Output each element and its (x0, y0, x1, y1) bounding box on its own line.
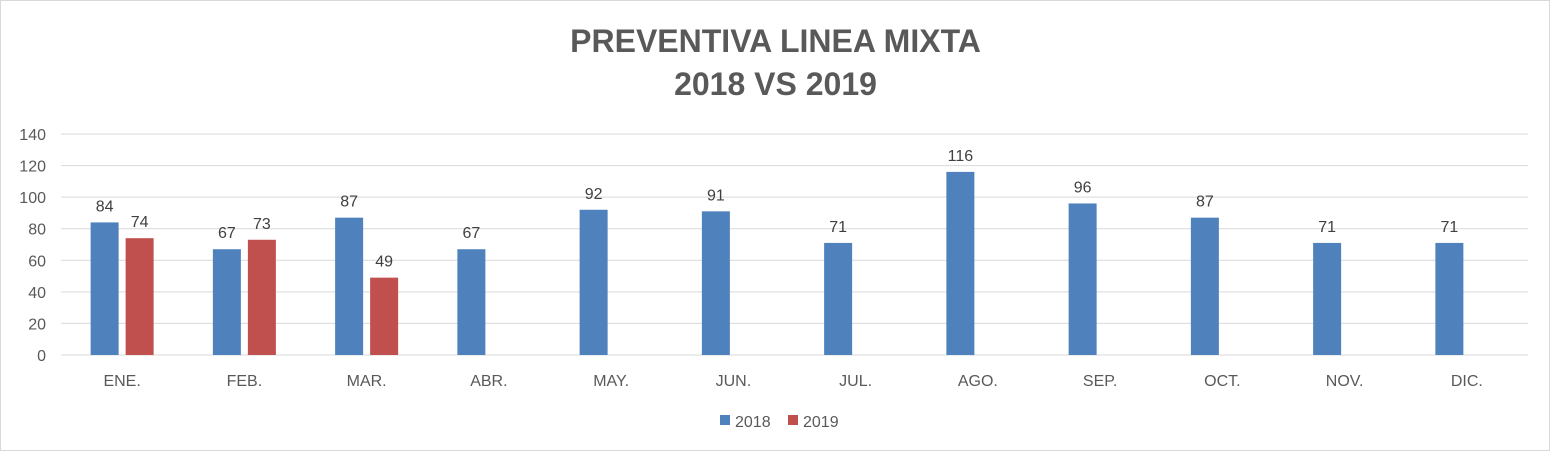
x-tick-label-3: MAR. (347, 373, 387, 390)
data-label-2018-4: 67 (462, 225, 480, 242)
y-tick-label-20: 20 (28, 316, 46, 333)
data-label-2018-8: 116 (948, 148, 974, 165)
bar-2019-3 (370, 277, 399, 355)
bar-2018-8 (946, 171, 975, 355)
bar-2019-2 (247, 239, 276, 355)
bar-2018-10 (1190, 217, 1219, 355)
data-label-2019-3: 49 (375, 254, 393, 271)
data-labels: 84 74 67 73 87 49 67 92 91 71 116 96 87 71 71 (96, 148, 1459, 271)
legend-swatch-2019 (788, 415, 798, 425)
data-label-2018-10: 87 (1196, 194, 1214, 211)
bar-2018-11 (1313, 242, 1342, 355)
x-tick-label-5: MAY. (593, 373, 629, 390)
data-label-2018-12: 71 (1440, 219, 1458, 236)
legend-swatch-2018 (720, 415, 730, 425)
data-label-2018-3: 87 (340, 194, 358, 211)
y-tick-label-80: 80 (28, 222, 46, 239)
x-tick-label-11: NOV. (1326, 373, 1364, 390)
chart-title: PREVENTIVA LINEA MIXTA 2018 VS 2019 (570, 23, 981, 102)
data-label-2019-2: 73 (253, 216, 271, 233)
bar-2018-7 (824, 242, 853, 355)
bar-2018-9 (1068, 203, 1097, 355)
y-tick-label-40: 40 (28, 285, 46, 302)
x-tick-label-8: AGO. (958, 373, 998, 390)
data-label-2018-7: 71 (829, 219, 847, 236)
x-tick-label-2: FEB. (227, 373, 263, 390)
data-label-2018-2: 67 (218, 225, 236, 242)
bar-2018-5 (579, 209, 608, 355)
x-tick-label-1: ENE. (103, 373, 140, 390)
bar-2018-3 (335, 217, 364, 355)
bar-2018-2 (212, 249, 241, 355)
bar-2018-12 (1435, 242, 1464, 355)
x-axis-tick-labels: ENE. FEB. MAR. ABR. MAY. JUN. JUL. AGO. SEP. OCT.… (103, 373, 1482, 390)
y-tick-label-60: 60 (28, 253, 46, 270)
data-label-2018-11: 71 (1318, 219, 1336, 236)
chart-title-line-1: PREVENTIVA LINEA MIXTA (570, 23, 981, 59)
legend-label-2018: 2018 (735, 414, 771, 431)
x-tick-label-12: DIC. (1451, 373, 1483, 390)
y-tick-label-0: 0 (37, 348, 46, 365)
legend: 2018 2019 (720, 414, 839, 431)
y-tick-label-100: 100 (19, 190, 46, 207)
x-tick-label-10: OCT. (1204, 373, 1240, 390)
bar-2018-1 (90, 222, 119, 355)
x-tick-label-6: JUN. (716, 373, 752, 390)
bar-2018-4 (457, 249, 486, 355)
y-tick-label-120: 120 (19, 159, 46, 176)
data-label-2018-9: 96 (1074, 179, 1092, 196)
y-tick-label-140: 140 (19, 127, 46, 144)
data-label-2018-5: 92 (585, 186, 603, 203)
data-label-2018-1: 84 (96, 198, 114, 215)
bar-2019-1 (125, 238, 154, 355)
bars (90, 171, 1464, 355)
gridlines (61, 133, 1528, 356)
x-tick-label-4: ABR. (470, 373, 507, 390)
bar-2018-6 (701, 211, 730, 355)
legend-label-2019: 2019 (803, 414, 839, 431)
y-axis-tick-labels: 0 20 40 60 80 100 120 140 (19, 127, 46, 365)
data-label-2018-6: 91 (707, 187, 725, 204)
chart-title-line-2: 2018 VS 2019 (674, 66, 877, 102)
x-tick-label-7: JUL. (839, 373, 872, 390)
data-label-2019-1: 74 (131, 214, 149, 231)
x-tick-label-9: SEP. (1083, 373, 1117, 390)
